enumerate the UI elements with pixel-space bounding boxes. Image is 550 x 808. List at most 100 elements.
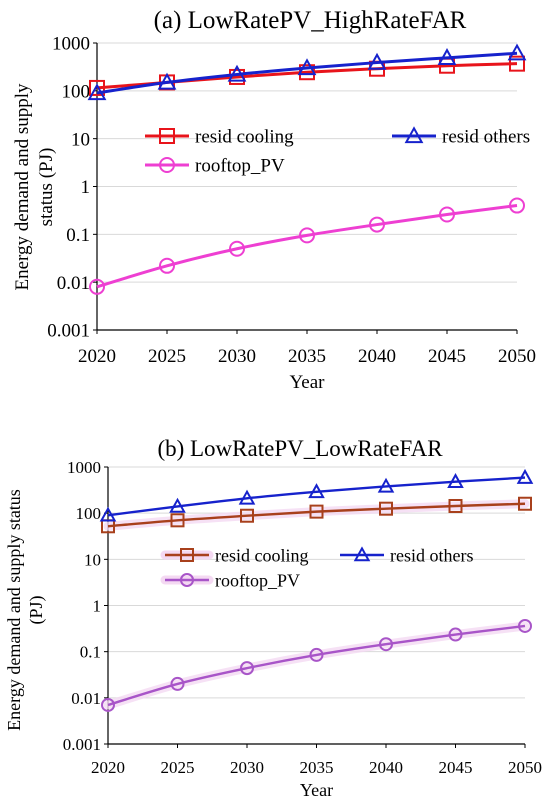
y-axis-label: (PJ)	[26, 595, 47, 624]
y-axis-label: status (PJ)	[36, 148, 57, 227]
data-point-rooftop-pv	[509, 197, 525, 214]
data-point-rooftop-pv	[369, 216, 385, 233]
series-line-rooftop-pv	[107, 624, 526, 707]
data-point-resid-others	[308, 483, 325, 499]
data-point-resid-cooling	[309, 504, 324, 519]
legend-marker	[159, 128, 175, 144]
data-point-resid-cooling	[448, 498, 463, 513]
data-point-rooftop-pv	[101, 697, 115, 712]
data-point-resid-others	[87, 83, 107, 101]
y-tick-label: 0.001	[47, 321, 90, 342]
data-point-resid-cooling	[518, 496, 532, 511]
x-tick-label: 2030	[218, 346, 256, 367]
series-line-rooftop-pv	[96, 204, 518, 289]
data-point-resid-cooling	[379, 501, 393, 516]
data-point-resid-cooling	[170, 513, 185, 528]
legend-marker	[180, 573, 194, 587]
legend-entry-resid-cooling: resid cooling	[160, 545, 308, 565]
y-tick-label: 10	[71, 129, 90, 150]
x-axis-label: Year	[289, 372, 325, 393]
data-point-resid-cooling	[229, 68, 245, 85]
data-point-rooftop-pv	[299, 227, 315, 244]
y-tick-label: 100	[76, 504, 102, 523]
y-tick-label: 1000	[52, 34, 90, 55]
legend-label: rooftop_PV	[215, 570, 300, 590]
legend-entry-rooftop-pv: rooftop_PV	[145, 156, 285, 177]
legend-marker	[404, 126, 424, 144]
data-point-resid-cooling	[240, 508, 254, 523]
data-point-rooftop-pv	[518, 618, 532, 633]
data-point-resid-others	[516, 468, 534, 484]
x-tick-label: 2025	[148, 346, 186, 367]
y-tick-label: 1	[93, 596, 102, 615]
data-point-rooftop-pv	[159, 257, 175, 274]
series-line-resid-others	[96, 51, 518, 95]
data-point-resid-others	[169, 497, 186, 513]
y-tick-label: 0.1	[66, 225, 90, 246]
data-point-resid-others	[377, 477, 395, 493]
chart-title: (a) LowRatePV_HighRateFAR	[154, 7, 467, 34]
y-tick-label: 1000	[67, 458, 101, 477]
data-point-resid-others	[227, 64, 247, 82]
data-point-rooftop-pv	[448, 627, 463, 642]
series-line-resid-cooling	[107, 502, 526, 528]
x-tick-label: 2045	[428, 346, 466, 367]
y-tick-label: 0.01	[71, 689, 101, 708]
legend-label: resid cooling	[215, 545, 308, 565]
data-point-resid-others	[437, 48, 457, 65]
y-tick-label: 10	[84, 550, 101, 569]
y-axis-label: Energy demand and supply	[12, 83, 33, 291]
y-tick-label: 0.01	[57, 273, 90, 294]
chart-title: (b) LowRatePV_LowRateFAR	[157, 436, 443, 461]
y-tick-label: 1	[81, 177, 91, 198]
data-point-resid-others	[367, 52, 387, 70]
legend-marker	[159, 157, 175, 173]
data-point-resid-others	[99, 506, 117, 522]
legend-entry-rooftop-pv: rooftop_PV	[160, 570, 300, 590]
data-point-resid-cooling	[509, 55, 525, 72]
data-point-resid-others	[507, 43, 527, 61]
legend-label: resid others	[442, 127, 530, 148]
data-point-rooftop-pv	[379, 637, 393, 652]
x-tick-label: 2020	[91, 758, 125, 777]
data-point-resid-others	[297, 58, 317, 76]
legend-entry-resid-others: resid others	[340, 545, 473, 565]
data-point-resid-others	[238, 489, 256, 505]
data-point-rooftop-pv	[170, 676, 185, 691]
chart-panel-b: 0.001 0.01 0.1 1 10 100 1000 2020 2025 2030 2035 20…	[4, 436, 542, 800]
x-axis-label: Year	[300, 780, 333, 800]
x-tick-label: 2025	[161, 758, 195, 777]
chart-panel-a: 0.001 0.01 0.1 1 10 100 1000 2020 2025 2030 2035 20…	[12, 7, 536, 393]
y-tick-label: 0.001	[63, 735, 101, 754]
y-tick-label: 0.1	[80, 643, 101, 662]
legend-label: resid cooling	[195, 127, 294, 148]
data-point-rooftop-pv	[309, 647, 324, 662]
data-point-resid-others	[157, 72, 177, 90]
data-point-rooftop-pv	[229, 240, 245, 257]
series-line-resid-others	[107, 476, 526, 517]
data-point-rooftop-pv	[439, 206, 455, 223]
y-axis-label: Energy demand and supply status	[4, 489, 24, 731]
data-point-rooftop-pv	[89, 278, 105, 295]
legend-marker	[180, 548, 194, 562]
legend-entry-resid-cooling: resid cooling	[145, 127, 294, 148]
legend-entry-resid-others: resid others	[392, 126, 530, 148]
x-tick-label: 2035	[288, 346, 326, 367]
series-halo-rooftop-pv	[103, 621, 530, 710]
data-point-resid-cooling	[89, 79, 105, 96]
legend-marker	[353, 546, 371, 562]
legend-label: rooftop_PV	[195, 156, 285, 177]
x-tick-label: 2040	[358, 346, 396, 367]
x-tick-label: 2050	[508, 758, 542, 777]
data-point-resid-others	[447, 473, 464, 488]
x-tick-label: 2040	[369, 758, 403, 777]
x-tick-label: 2050	[498, 346, 536, 367]
y-tick-label: 100	[62, 81, 91, 102]
legend-label: resid others	[390, 545, 473, 565]
data-point-rooftop-pv	[240, 661, 254, 676]
x-tick-label: 2020	[78, 346, 116, 367]
x-tick-label: 2030	[230, 758, 264, 777]
x-tick-label: 2035	[300, 758, 334, 777]
x-tick-label: 2045	[439, 758, 473, 777]
